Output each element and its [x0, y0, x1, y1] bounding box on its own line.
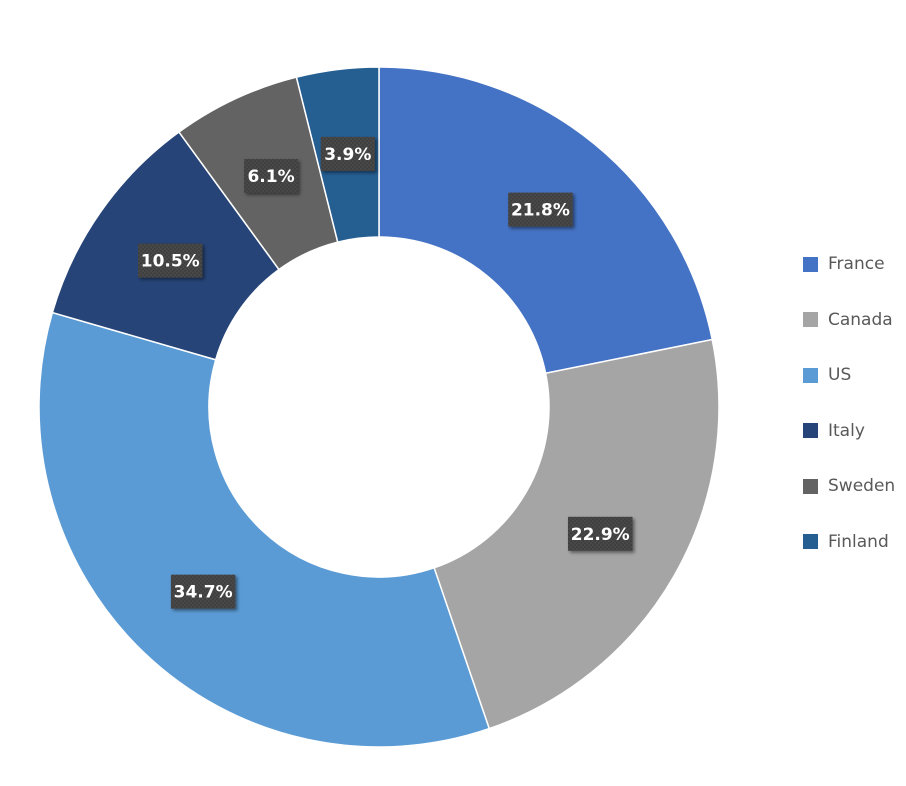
- data-label-box: [137, 243, 203, 278]
- data-label-box: [567, 516, 633, 551]
- legend-swatch: [803, 423, 818, 439]
- legend: France Canada US Italy Sweden Finland: [803, 250, 895, 584]
- legend-item-italy: Italy: [803, 417, 895, 445]
- data-label-sweden: 6.1%: [244, 158, 299, 193]
- legend-swatch: [803, 312, 818, 328]
- legend-swatch: [803, 478, 818, 494]
- legend-label: Italy: [828, 420, 865, 441]
- data-label-text: 3.9%: [324, 145, 371, 165]
- data-label-text: 22.9%: [571, 525, 630, 545]
- legend-item-canada: Canada: [803, 306, 895, 334]
- slice-us: [38, 311, 491, 748]
- data-labels-layer: 21.8% 22.9% 34.7% 10.5% 6.1% 3.9%: [137, 136, 633, 609]
- data-label-box: [170, 574, 236, 609]
- legend-label: Sweden: [828, 476, 896, 497]
- data-label-text: 21.8%: [511, 201, 570, 221]
- data-label-canada: 22.9%: [567, 516, 633, 551]
- data-label-france: 21.8%: [508, 192, 573, 227]
- legend-item-finland: Finland: [803, 528, 895, 556]
- data-label-finland: 3.9%: [320, 136, 375, 171]
- legend-swatch: [803, 256, 818, 272]
- data-label-box: [320, 136, 375, 171]
- legend-swatch: [803, 367, 818, 383]
- legend-label: Finland: [828, 531, 889, 552]
- legend-swatch: [803, 534, 818, 550]
- legend-item-us: US: [803, 361, 895, 389]
- data-label-italy: 10.5%: [137, 243, 203, 278]
- legend-item-france: France: [803, 250, 895, 278]
- data-label-box: [508, 192, 573, 227]
- data-label-us: 34.7%: [170, 574, 236, 609]
- data-label-text: 10.5%: [141, 252, 200, 272]
- legend-item-sweden: Sweden: [803, 472, 895, 500]
- data-label-text: 6.1%: [247, 167, 294, 187]
- data-label-text: 34.7%: [174, 583, 233, 603]
- slices-layer: [38, 66, 720, 748]
- legend-label: France: [828, 254, 885, 274]
- legend-label: Canada: [828, 309, 893, 330]
- legend-label: US: [828, 365, 852, 386]
- data-label-box: [244, 158, 299, 193]
